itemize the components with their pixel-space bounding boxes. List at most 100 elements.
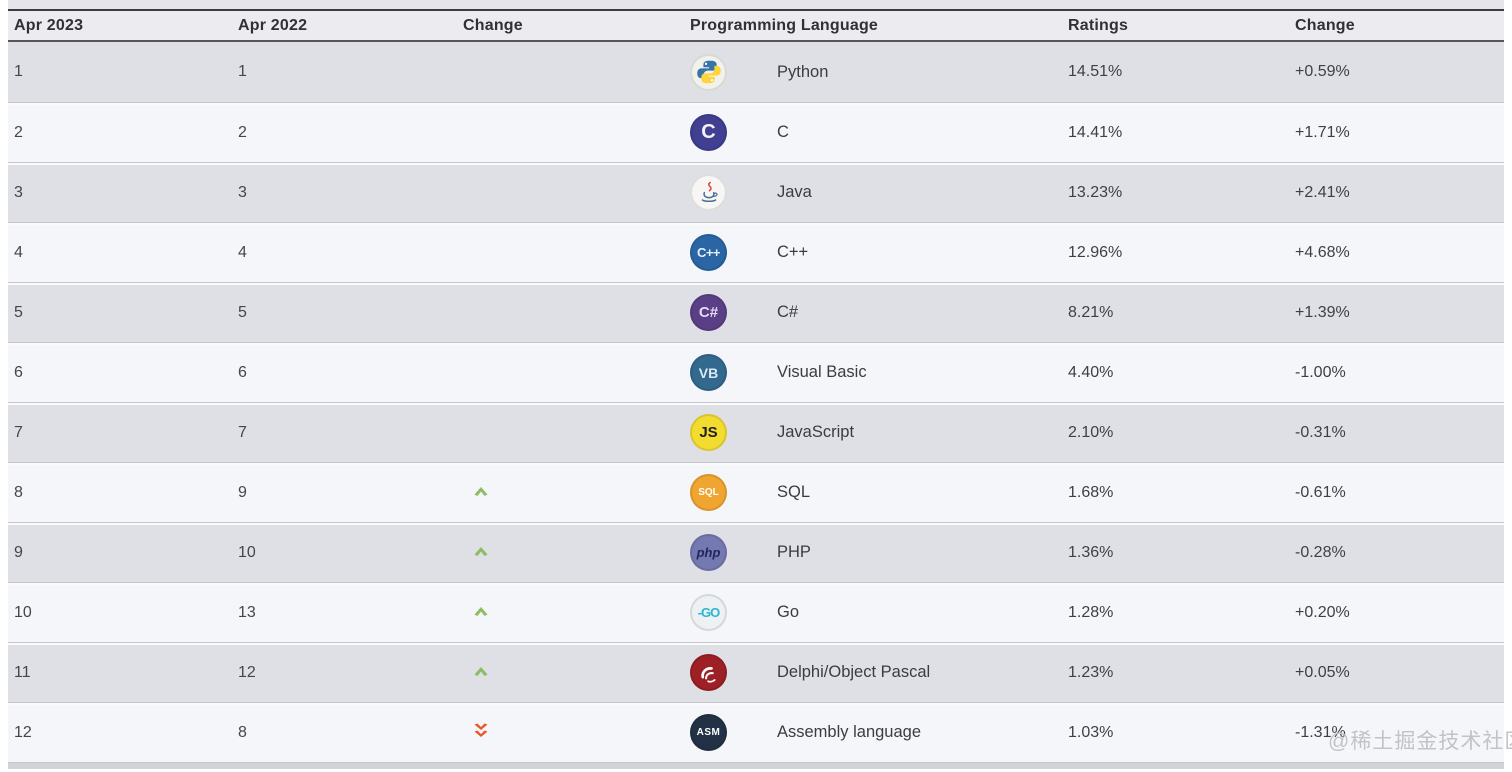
rank-2022-value: 12 [238,663,256,681]
table-row: 10 13 -GO Go 1.28% +0.20% [8,582,1504,642]
table-row: 9 10 php PHP 1.36% -0.28% [8,522,1504,582]
table-row: 1 1 Python 14.51% +0.59% [8,42,1504,102]
rank-2023-value: 3 [14,183,23,201]
table-row: 4 4 C++ C++ 12.96% +4.68% [8,222,1504,282]
language-name: PHP [777,543,811,561]
rank-up-icon [473,486,489,497]
ratings-change-value: -0.61% [1295,483,1346,501]
rank-2022-value: 2 [238,123,247,141]
ratings-value: 2.10% [1068,423,1114,441]
column-header-apr-2023: Apr 2023 [14,16,84,34]
rank-2022-value: 9 [238,483,247,501]
php-icon: php [690,534,727,571]
language-name: C# [777,303,799,321]
python-icon [690,53,727,91]
ratings-change-value: +1.39% [1295,303,1350,321]
rank-change-cell [457,664,682,682]
language-name: SQL [777,483,811,501]
ratings-value: 8.21% [1068,303,1114,321]
js-icon: JS [690,414,727,451]
cpp-icon: C++ [690,234,727,271]
rank-down-double-icon [473,722,489,738]
table-row: 3 3 Java 13.23% +2.41% [8,162,1504,222]
table-row: 6 6 VB Visual Basic 4.40% -1.00% [8,342,1504,402]
language-name: Visual Basic [777,363,867,381]
rank-2023-value: 2 [14,123,23,141]
table-row: 7 7 JS JavaScript 2.10% -0.31% [8,402,1504,462]
language-name: Go [777,603,800,621]
rank-2023-value: 4 [14,243,23,261]
language-name: JavaScript [777,423,855,441]
ratings-value: 4.40% [1068,363,1114,381]
ratings-change-value: +0.05% [1295,663,1350,681]
ratings-change-value: -1.00% [1295,363,1346,381]
next-row-partial [8,762,1504,769]
rank-2023-value: 7 [14,423,23,441]
language-cell: C++ C++ [682,234,1060,271]
rank-change-cell [457,722,682,743]
table-header-row: Apr 2023 Apr 2022 Change Programming Lan… [8,9,1504,42]
rank-2023-value: 11 [14,663,31,681]
language-cell: Python [682,53,1060,91]
rank-2023-value: 6 [14,363,23,381]
rank-2022-value: 1 [238,63,247,80]
table-row: 8 9 SQL SQL 1.68% -0.61% [8,462,1504,522]
go-icon: -GO [690,594,727,631]
column-header-ratings: Ratings [1068,16,1129,34]
ratings-value: 1.36% [1068,543,1114,561]
rank-2022-value: 4 [238,243,247,261]
language-name: Assembly language [777,723,922,741]
language-cell: C# C# [682,294,1060,331]
ratings-change-value: -0.28% [1295,543,1346,561]
rank-change-cell [457,304,682,322]
rank-change-cell [457,484,682,502]
rank-2022-value: 10 [238,543,256,561]
language-cell: Java [682,174,1060,211]
ratings-value: 14.41% [1068,123,1123,141]
ratings-value: 1.23% [1068,663,1114,681]
java-icon [690,174,727,211]
ratings-change-value: +0.59% [1295,63,1350,80]
rank-2023-value: 8 [14,483,23,501]
ratings-change-value: +4.68% [1295,243,1350,261]
column-header-apr-2022: Apr 2022 [238,16,308,34]
language-cell: Delphi/Object Pascal [682,654,1060,691]
tiobe-index-table: Apr 2023 Apr 2022 Change Programming Lan… [8,9,1504,769]
column-header-programming-language: Programming Language [690,16,879,34]
language-cell: VB Visual Basic [682,354,1060,391]
ratings-value: 14.51% [1068,63,1123,80]
rank-2023-value: 12 [14,723,32,741]
ratings-value: 1.68% [1068,483,1114,501]
language-name: Java [777,183,812,201]
language-cell: ASM Assembly language [682,714,1060,751]
rank-2022-value: 13 [238,603,256,621]
rank-up-icon [473,546,489,557]
table-row: 5 5 C# C# 8.21% +1.39% [8,282,1504,342]
ratings-change-value: -0.31% [1295,423,1346,441]
sql-icon: SQL [690,474,727,511]
c-icon: C [690,114,727,151]
ratings-value: 1.28% [1068,603,1114,621]
watermark: @稀土掘金技术社区 [1328,730,1512,753]
asm-icon: ASM [690,714,727,751]
rank-up-icon [473,606,489,617]
language-cell: SQL SQL [682,474,1060,511]
rank-change-cell [457,424,682,442]
rank-2022-value: 3 [238,183,247,201]
rank-change-cell [457,244,682,262]
language-name: C++ [777,243,809,261]
top-strip [8,0,1504,9]
language-cell: JS JavaScript [682,414,1060,451]
rank-2022-value: 6 [238,363,247,381]
language-name: Delphi/Object Pascal [777,663,931,681]
rank-2022-value: 7 [238,423,247,441]
language-cell: -GO Go [682,594,1060,631]
ratings-value: 1.03% [1068,723,1114,741]
rank-change-cell [457,544,682,562]
table-row: 2 2 C C 14.41% +1.71% [8,102,1504,162]
rank-2023-value: 10 [14,603,32,621]
column-header-ratings-change: Change [1295,16,1355,34]
rank-up-icon [473,666,489,677]
ratings-change-value: +1.71% [1295,123,1350,141]
